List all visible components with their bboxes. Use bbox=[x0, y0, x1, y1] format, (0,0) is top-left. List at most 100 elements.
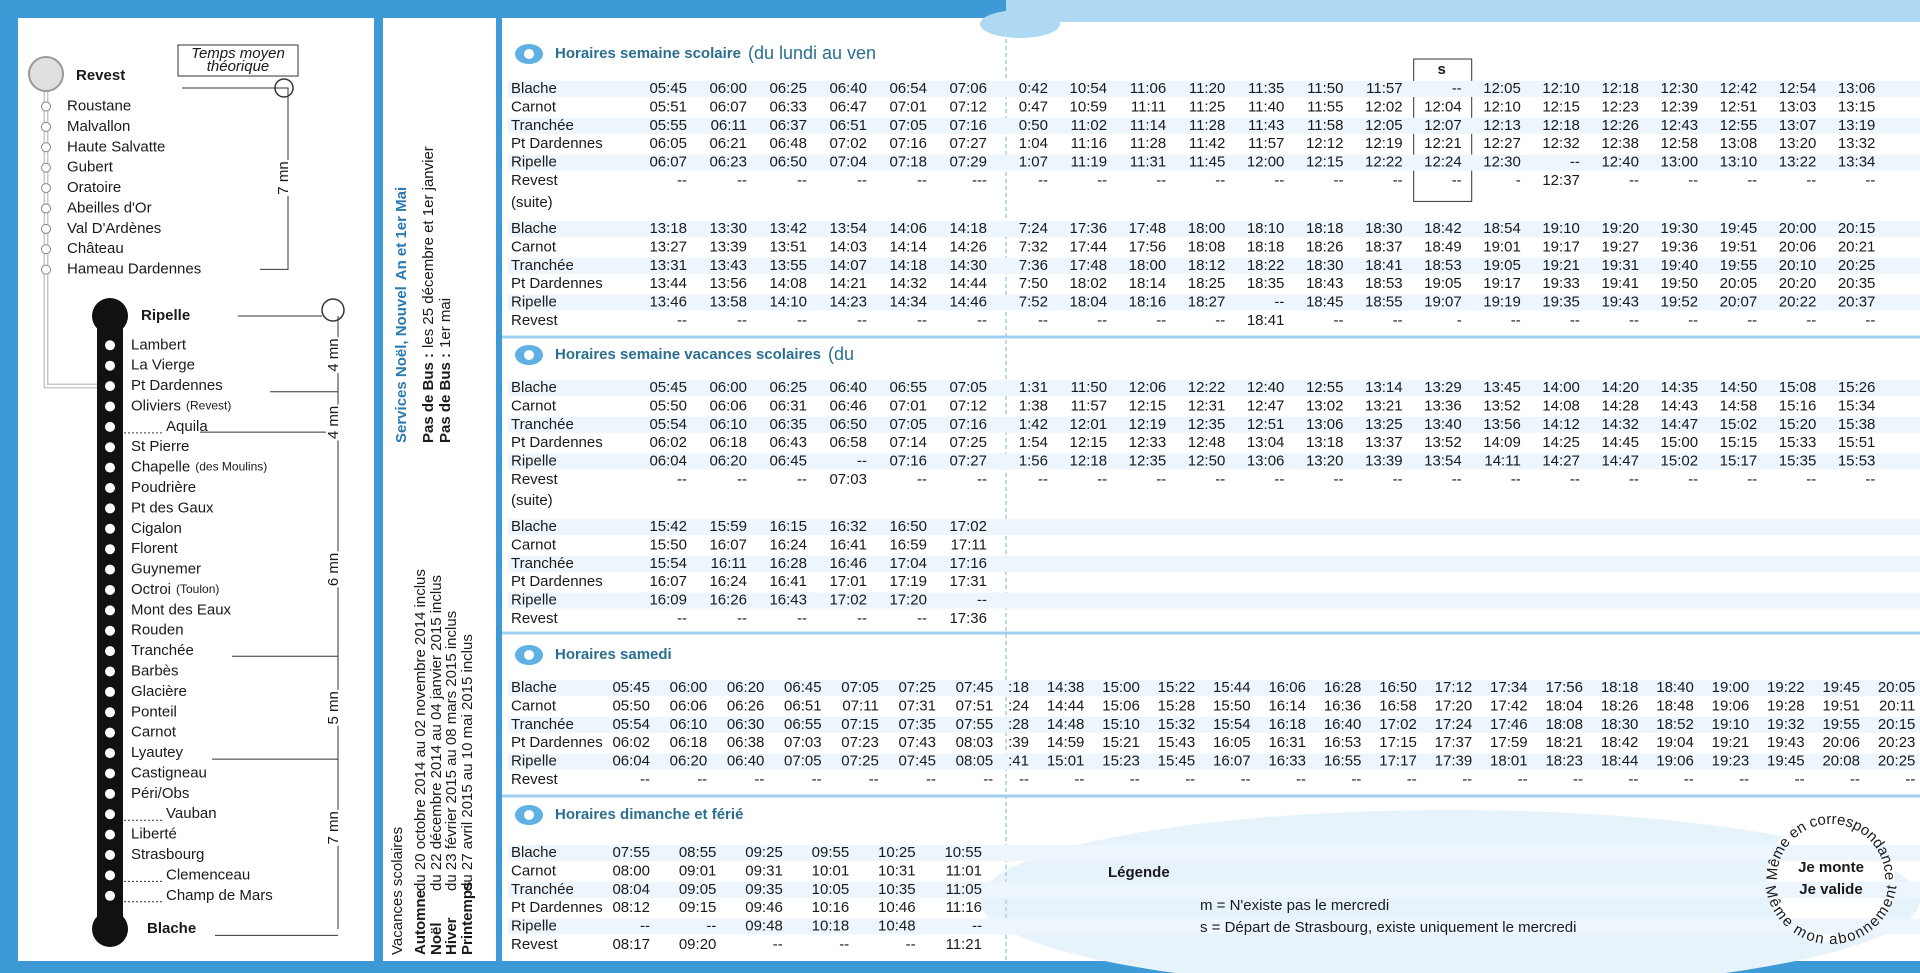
time-cell: -- bbox=[917, 471, 927, 488]
stop-dot bbox=[105, 686, 115, 697]
time-cell: 19:05 bbox=[1483, 257, 1521, 274]
time-cell: 18:01 bbox=[1490, 753, 1528, 770]
time-cell: 19:19 bbox=[1483, 294, 1521, 311]
stop-name: Château bbox=[67, 240, 124, 257]
time-cell: 20:05 bbox=[1720, 275, 1758, 292]
row-stripe bbox=[508, 117, 1920, 134]
period-name: Noël bbox=[428, 922, 445, 955]
time-cell: -- bbox=[869, 771, 879, 788]
time-cell: 06:37 bbox=[769, 117, 807, 134]
time-cell: 14:08 bbox=[1542, 397, 1580, 414]
time-cell: 11:31 bbox=[1130, 154, 1166, 171]
time-cell: 12:01 bbox=[1070, 416, 1108, 433]
stop-name: Blache bbox=[511, 220, 557, 237]
time-cell: -- bbox=[857, 312, 867, 329]
time-cell: 18:22 bbox=[1247, 257, 1285, 274]
stop-dot bbox=[105, 809, 115, 820]
legend-item: m = N'existe pas le mercredi bbox=[1200, 897, 1389, 914]
time-cell: 20:15 bbox=[1838, 220, 1876, 237]
stop-dot bbox=[105, 850, 115, 861]
time-cell: 16:05 bbox=[1213, 734, 1251, 751]
time-cell: 08:03 bbox=[956, 734, 994, 751]
time-cell: -- bbox=[1038, 312, 1048, 329]
stop-name: St Pierre bbox=[131, 438, 189, 455]
time-cell: 06:20 bbox=[709, 453, 747, 470]
time-cell: 06:02 bbox=[612, 734, 650, 751]
time-cell: 17:34 bbox=[1490, 679, 1528, 696]
time-cell: 10:25 bbox=[878, 844, 916, 861]
time-cell: 14:25 bbox=[1542, 434, 1580, 451]
stop-name: Pt Dardennes bbox=[131, 377, 223, 394]
time-cell: 13:27 bbox=[649, 238, 687, 255]
time-cell: -- bbox=[1688, 471, 1698, 488]
time-cell: 17:19 bbox=[889, 573, 927, 590]
time-cell: 14:18 bbox=[889, 257, 927, 274]
time-cell: 12:05 bbox=[1483, 80, 1521, 97]
time-cell: 14:23 bbox=[829, 294, 867, 311]
time-cell: 18:23 bbox=[1545, 753, 1583, 770]
time-cell: 14:27 bbox=[1542, 453, 1580, 470]
time-cell: 07:05 bbox=[889, 117, 927, 134]
stop-name: Revest bbox=[76, 67, 125, 84]
time-cell: 17:20 bbox=[1435, 697, 1473, 714]
time-cell: 06:02 bbox=[649, 434, 687, 451]
time-cell: 14:07 bbox=[829, 257, 867, 274]
time-cell: 17:24 bbox=[1435, 716, 1473, 733]
stop-name: Pt Dardennes bbox=[511, 434, 603, 451]
stop-name: Cigalon bbox=[131, 520, 182, 537]
stop-name: Glacière bbox=[131, 683, 187, 700]
time-cell: -- bbox=[1452, 172, 1462, 189]
time-cell: 06:50 bbox=[829, 416, 867, 433]
time-cell: 06:20 bbox=[670, 753, 708, 770]
time-cell: 15:22 bbox=[1158, 679, 1196, 696]
time-cell: -- bbox=[906, 936, 916, 953]
row-stripe bbox=[508, 453, 1920, 470]
time-cell: -- bbox=[977, 312, 987, 329]
stop-name: Octroi bbox=[131, 581, 171, 598]
legend-title: Légende bbox=[1108, 864, 1170, 881]
stop-name: Malvallon bbox=[67, 118, 130, 135]
stop-name: Péri/Obs bbox=[131, 785, 189, 802]
time-cell: 19:45 bbox=[1767, 753, 1805, 770]
stop-dot bbox=[105, 890, 115, 901]
time-cell: 05:45 bbox=[612, 679, 650, 696]
stop-name: Revest bbox=[511, 172, 559, 189]
time-cell: -- bbox=[1038, 172, 1048, 189]
time-cell: 19:21 bbox=[1712, 734, 1750, 751]
stop-name: Blache bbox=[511, 379, 557, 396]
time-cell: 15:33 bbox=[1779, 434, 1817, 451]
stop-name: Oratoire bbox=[67, 179, 121, 196]
stop-name: Florent bbox=[131, 540, 179, 557]
stop-name: Mont des Eaux bbox=[131, 601, 232, 618]
time-cell: 10:54 bbox=[1070, 80, 1108, 97]
time-cell: -- bbox=[857, 172, 867, 189]
time-cell: 18:54 bbox=[1483, 220, 1521, 237]
time-cell: 07:12 bbox=[949, 98, 987, 115]
time-cell: 09:25 bbox=[745, 844, 783, 861]
time-cell: 11:28 bbox=[1189, 117, 1225, 134]
time-cell: 20:20 bbox=[1779, 275, 1817, 292]
time-cell: 13:46 bbox=[649, 294, 687, 311]
time-cell: 06:25 bbox=[769, 80, 807, 97]
stop-dot bbox=[41, 203, 51, 214]
time-cell: 18:37 bbox=[1365, 238, 1403, 255]
section-icon bbox=[524, 49, 534, 59]
time-cell: 15:38 bbox=[1838, 416, 1876, 433]
duration-bg bbox=[326, 809, 342, 846]
time-cell: 07:06 bbox=[949, 80, 987, 97]
section-title: Horaires samedi bbox=[555, 646, 672, 663]
time-cell: -- bbox=[1452, 80, 1462, 97]
part-label: (suite) bbox=[511, 492, 553, 509]
stop-dot bbox=[105, 707, 115, 718]
duration-bg bbox=[326, 404, 342, 441]
label: Temps moyen bbox=[191, 45, 285, 62]
section-title: Horaires dimanche et férié bbox=[555, 806, 743, 823]
time-cell: 07:03 bbox=[784, 734, 822, 751]
stop-name: Tranchée bbox=[511, 416, 574, 433]
time-cell: 1:07 bbox=[1019, 154, 1048, 171]
terminal bbox=[28, 56, 64, 92]
time-cell: 17:39 bbox=[1435, 753, 1473, 770]
time-cell: 12:51 bbox=[1247, 416, 1285, 433]
time-cell: - bbox=[1457, 312, 1462, 329]
stop-name: Glacière bbox=[131, 683, 187, 700]
